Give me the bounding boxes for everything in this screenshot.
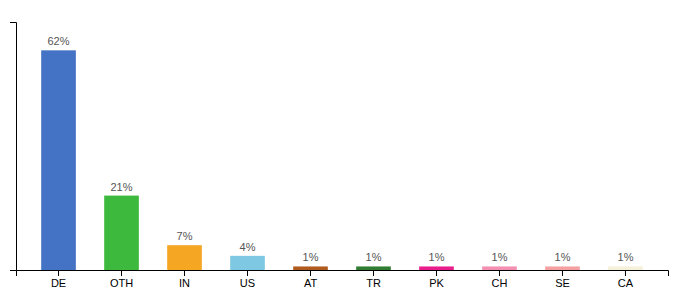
data-label: 1%: [429, 251, 445, 263]
x-tick: DE: [51, 270, 66, 289]
x-tick-mark: [562, 270, 563, 276]
x-tick-mark: [373, 270, 374, 276]
x-tick-label: SE: [555, 277, 570, 289]
x-tick-label: CH: [492, 277, 508, 289]
bar: [167, 245, 202, 270]
chart-container: 62% 21% 7% 4% 1% 1% 1% 1% 1% 1% DE OTH IN US AT TR PK CH S…: [0, 0, 680, 300]
x-tick: AT: [304, 270, 318, 289]
x-tick: CA: [618, 270, 634, 289]
x-tick: PK: [429, 270, 444, 289]
y-axis: [10, 23, 17, 271]
x-tick-label: DE: [51, 277, 66, 289]
x-tick-label: US: [240, 277, 255, 289]
bar: [293, 266, 328, 270]
data-label: 21%: [111, 181, 133, 193]
chart-svg: 62% 21% 7% 4% 1% 1% 1% 1% 1% 1% DE OTH IN US AT TR PK CH S…: [0, 0, 680, 300]
x-tick-label: IN: [179, 277, 190, 289]
x-tick-mark: [58, 270, 59, 276]
x-tick: TR: [366, 270, 381, 289]
bar: [608, 266, 643, 270]
plot-area: 62% 21% 7% 4% 1% 1% 1% 1% 1% 1% DE OTH IN US AT TR PK CH S…: [10, 23, 669, 289]
x-tick-label: AT: [304, 277, 318, 289]
x-tick-mark: [184, 270, 185, 276]
bar: [104, 196, 139, 270]
bar: [230, 256, 265, 270]
x-tick-label: CA: [618, 277, 634, 289]
data-label: 7%: [177, 230, 193, 242]
data-label: 1%: [303, 251, 319, 263]
data-label: 4%: [240, 241, 256, 253]
x-tick-label: TR: [366, 277, 381, 289]
x-tick-label: OTH: [110, 277, 133, 289]
x-tick: US: [240, 270, 255, 289]
x-tick: CH: [492, 270, 508, 289]
x-tick-mark: [121, 270, 122, 276]
data-label: 1%: [492, 251, 508, 263]
bar: [356, 266, 391, 270]
data-label: 1%: [366, 251, 382, 263]
bar: [41, 50, 76, 270]
bars: [41, 50, 643, 270]
bar: [419, 266, 454, 270]
bar: [545, 266, 580, 270]
bar: [482, 266, 517, 270]
data-label: 1%: [618, 251, 634, 263]
x-axis-line: [17, 271, 669, 277]
x-tick-mark: [436, 270, 437, 276]
x-tick-mark: [499, 270, 500, 276]
x-axis: DE OTH IN US AT TR PK CH SE CA: [17, 270, 669, 289]
x-tick-mark: [247, 270, 248, 276]
x-tick: SE: [555, 270, 570, 289]
data-label: 62%: [48, 35, 70, 47]
data-labels: 62% 21% 7% 4% 1% 1% 1% 1% 1% 1%: [48, 35, 634, 263]
x-tick-label: PK: [429, 277, 444, 289]
x-tick-mark: [310, 270, 311, 276]
x-tick: OTH: [110, 270, 133, 289]
y-axis-line: [10, 23, 17, 271]
data-label: 1%: [555, 251, 571, 263]
x-tick: IN: [179, 270, 190, 289]
x-tick-mark: [625, 270, 626, 276]
